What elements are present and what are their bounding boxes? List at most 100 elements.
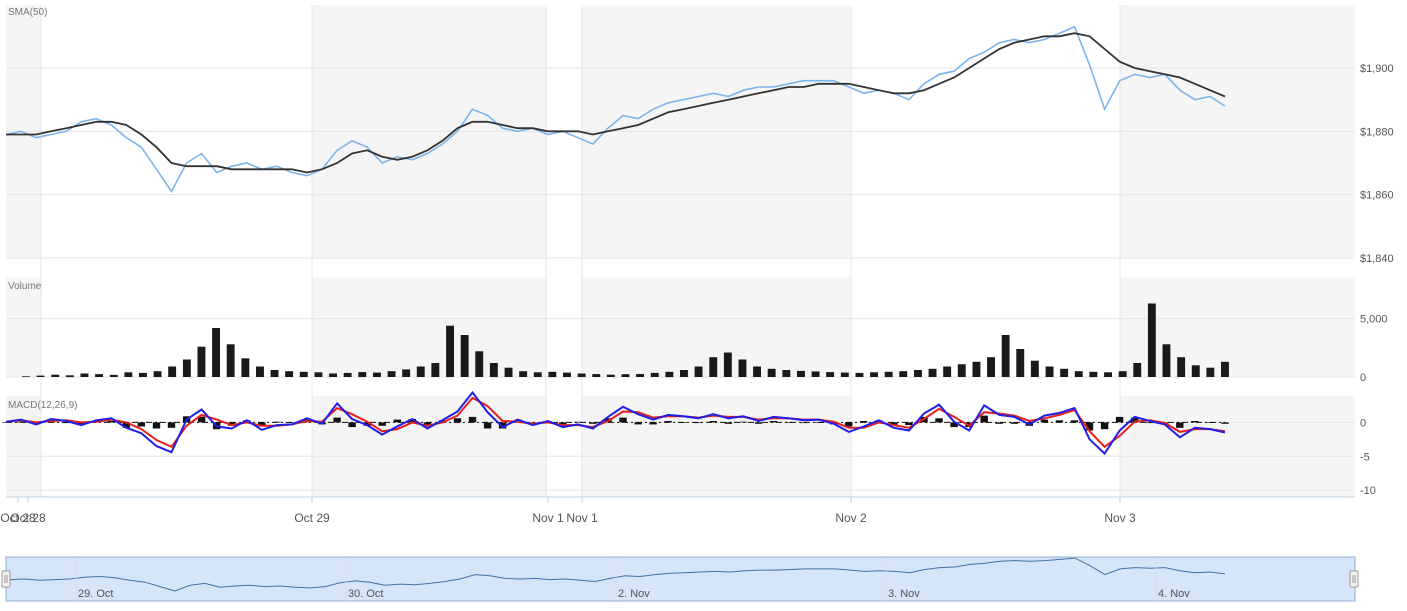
volume-bar	[592, 374, 601, 377]
volume-bar	[489, 363, 498, 377]
volume-bar	[782, 370, 791, 377]
volume-bar	[753, 366, 761, 377]
volume-bar	[943, 366, 952, 377]
navigator-date-label: 30. Oct	[348, 588, 383, 600]
price-pane: SMA(50) $1,840 $1,860 $1,880 $1,900	[5, 7, 1394, 265]
macd-histogram-bar	[1055, 420, 1064, 423]
volume-bar	[446, 325, 454, 377]
volume-bar	[1030, 360, 1039, 377]
macd-y-axis: -10 -5 0	[1360, 417, 1376, 497]
navigator-selected-range[interactable]	[5, 556, 1356, 602]
x-axis-tick-label: Nov 2	[835, 511, 867, 525]
macd-histogram-bar	[348, 422, 356, 428]
price-y-tick-label: $1,880	[1360, 126, 1394, 138]
macd-histogram-bar	[1085, 422, 1094, 431]
volume-bar	[1089, 371, 1098, 378]
sma-series-line	[6, 32, 1226, 174]
volume-bar	[519, 371, 528, 377]
volume-bar	[899, 371, 908, 377]
volume-bar	[1206, 367, 1215, 377]
volume-bar	[1191, 365, 1200, 377]
macd-histogram-bar	[694, 422, 702, 424]
volume-bars	[22, 303, 1229, 378]
volume-bar	[840, 372, 849, 377]
macd-histogram-bar	[634, 422, 642, 425]
volume-bar	[1104, 372, 1112, 377]
macd-y-tick-label: 0	[1360, 417, 1366, 429]
volume-y-axis: 0 5,000	[1360, 314, 1388, 384]
volume-bar	[1016, 349, 1025, 377]
volume-bar	[1060, 368, 1069, 377]
macd-histogram-bar	[393, 419, 401, 423]
volume-bar	[182, 359, 191, 377]
macd-histogram-bar	[423, 422, 432, 426]
volume-bar	[767, 368, 776, 377]
macd-histogram-bar	[258, 422, 266, 427]
volume-bar	[226, 344, 235, 377]
macd-histogram-bar	[950, 422, 958, 428]
x-axis-tick-label: Oct 29	[294, 511, 330, 525]
volume-bar	[299, 371, 308, 378]
macd-histogram-bar	[408, 419, 416, 423]
day-band	[312, 277, 546, 377]
price-y-tick-label: $1,840	[1360, 253, 1394, 265]
macd-histogram-bar	[589, 422, 597, 424]
macd-pane: MACD(12,26,9) -10 -5 0	[2, 390, 1376, 497]
volume-bar	[285, 371, 294, 377]
volume-bar	[431, 363, 440, 377]
volume-bar	[1118, 371, 1127, 377]
day-band	[6, 396, 41, 497]
volume-bar	[212, 328, 220, 377]
volume-bar	[987, 357, 995, 377]
volume-bar	[870, 372, 878, 377]
macd-histogram-bar	[905, 422, 913, 426]
x-axis-tick-label: Nov 1	[532, 511, 564, 525]
navigator-date-label: 29. Oct	[78, 588, 113, 600]
volume-bar	[1045, 366, 1054, 377]
navigator-right-handle[interactable]	[1349, 570, 1359, 588]
day-band	[1120, 277, 1355, 377]
navigator-series-line	[9, 557, 1226, 592]
macd-histogram-bar	[769, 421, 778, 423]
grid-lines	[6, 5, 1355, 498]
volume-bar	[826, 372, 835, 377]
day-band	[1120, 396, 1355, 497]
macd-histogram-bar	[995, 422, 1003, 424]
navigator-date-label: 2. Nov	[618, 588, 650, 600]
volume-bar	[723, 352, 732, 377]
volume-bar	[109, 374, 118, 377]
macd-histogram-bar	[197, 416, 206, 423]
macd-histogram-bar	[1070, 420, 1079, 423]
macd-histogram-bar	[754, 422, 763, 424]
macd-histogram-bar	[845, 422, 853, 427]
macd-histogram-bar	[453, 418, 462, 423]
volume-bar	[709, 357, 718, 377]
volume-bar	[256, 366, 264, 377]
volume-bar	[1221, 361, 1229, 377]
volume-bar	[36, 375, 45, 377]
navigator-left-handle[interactable]	[1, 570, 11, 588]
macd-pane-title: MACD(12,26,9)	[8, 400, 77, 411]
navigator[interactable]: 29. Oct 30. Oct 2. Nov 3. Nov 4. Nov	[1, 556, 1359, 602]
macd-histogram-bar	[1131, 417, 1139, 423]
volume-bar	[606, 374, 615, 377]
macd-histogram-bar	[1100, 422, 1109, 430]
volume-bar	[650, 372, 659, 377]
macd-histogram-bar	[1040, 419, 1049, 423]
macd-histogram-bar	[1191, 421, 1199, 423]
price-pane-title: SMA(50)	[8, 7, 47, 18]
volume-bar	[957, 364, 966, 377]
volume-bar	[475, 351, 484, 377]
volume-pane-title: Volume	[8, 281, 42, 292]
volume-y-tick-label: 0	[1360, 372, 1366, 384]
macd-histogram-bar	[77, 422, 85, 426]
volume-bar	[51, 374, 60, 377]
volume-bar	[1147, 303, 1156, 377]
macd-histogram-bar	[980, 415, 988, 423]
macd-histogram-bar	[784, 422, 793, 423]
volume-bar	[636, 374, 644, 377]
volume-y-tick-label: 5,000	[1360, 314, 1388, 326]
volume-bar	[972, 361, 981, 377]
